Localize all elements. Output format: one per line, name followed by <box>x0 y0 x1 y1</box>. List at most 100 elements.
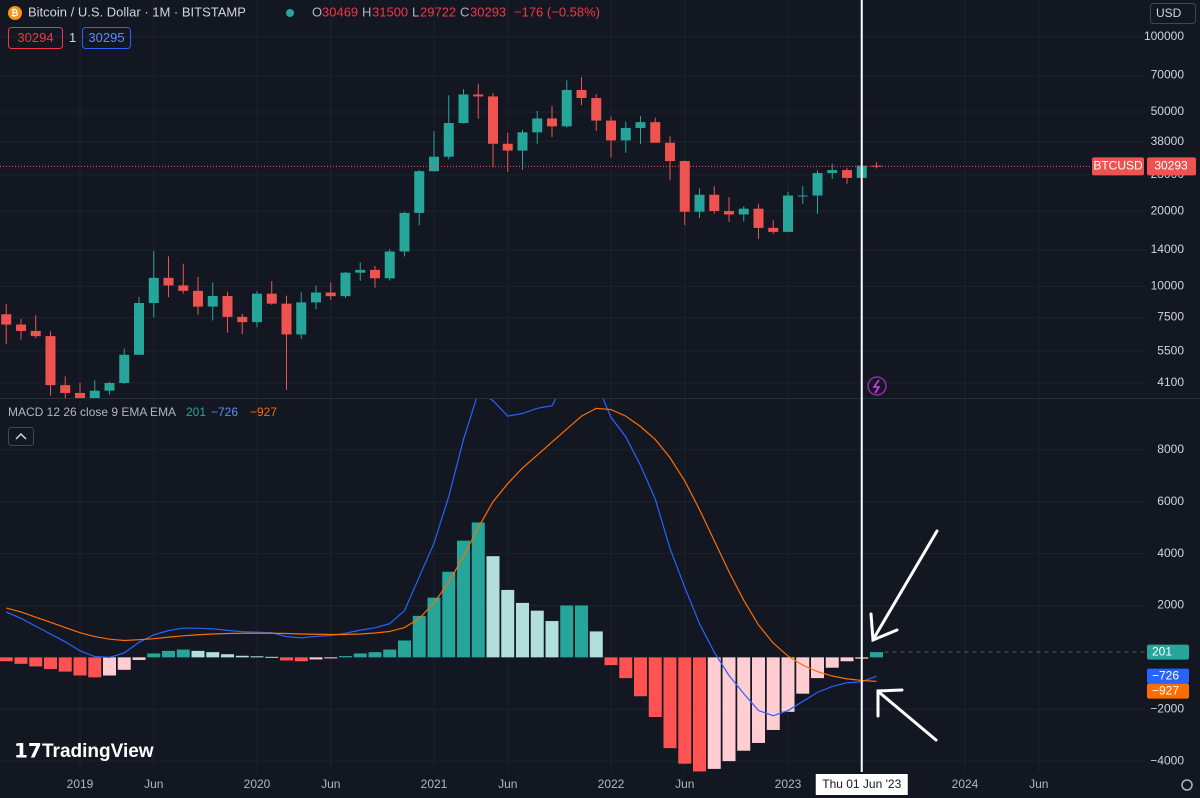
axis-value-tag <box>1147 668 1189 684</box>
change: −176 (−0.58%) <box>514 4 600 19</box>
candle-body <box>340 272 351 297</box>
histogram-bar <box>353 653 367 658</box>
candle-body <box>694 194 705 212</box>
collapse-icon[interactable] <box>15 432 27 440</box>
histogram-bar <box>811 657 824 679</box>
logo: TradingView <box>42 741 154 762</box>
indicator-line <box>6 407 877 682</box>
histogram-bar <box>0 657 13 662</box>
alert-icon[interactable] <box>867 376 887 396</box>
quantity: 1 <box>69 30 76 45</box>
candle-body <box>1 314 12 325</box>
histogram-bar <box>678 657 692 764</box>
candle-body <box>163 277 174 286</box>
histogram-bar <box>103 657 116 676</box>
ohlc-value: 30469 <box>322 4 358 19</box>
x-tick-label: 2021 <box>421 777 448 791</box>
arrow-head <box>869 612 899 643</box>
arrow <box>872 529 939 640</box>
buy-button[interactable] <box>82 27 131 49</box>
candle-body <box>325 292 336 297</box>
candle-body <box>458 94 469 124</box>
histogram-bar <box>722 657 736 762</box>
currency[interactable]: USD <box>1156 6 1182 20</box>
histogram-bar <box>191 650 205 658</box>
x-tick-label: 2019 <box>67 777 94 791</box>
candle-body <box>237 316 248 323</box>
candle-body <box>281 303 292 335</box>
y-tick-label: 4100 <box>1157 375 1184 389</box>
histogram-bar <box>870 652 883 658</box>
y-tick-label: −4000 <box>1150 753 1184 767</box>
axis-value-tag <box>1147 644 1189 660</box>
market-status <box>286 9 294 17</box>
histogram-bar <box>280 657 293 661</box>
axis-value-tag <box>1147 683 1189 699</box>
candle-body <box>488 96 498 144</box>
ohlc-key: C <box>460 4 469 19</box>
sell-price[interactable]: 30294 <box>17 30 53 45</box>
buy-price[interactable]: 30295 <box>88 30 124 45</box>
collapse-button[interactable] <box>8 427 34 446</box>
y-tick-label: 7500 <box>1157 310 1184 324</box>
candle-body <box>679 161 690 212</box>
histogram-bar <box>589 631 603 658</box>
last-price-tag <box>1147 157 1196 176</box>
ohlc-value: 31500 <box>372 4 408 19</box>
candle-body <box>384 251 395 279</box>
alert-glyph[interactable] <box>872 379 881 394</box>
indicator-line <box>6 399 877 717</box>
y-tick-label: 70000 <box>1151 68 1185 82</box>
candle-body <box>797 195 808 197</box>
candle-body <box>30 330 41 337</box>
currency-button[interactable] <box>1150 3 1196 24</box>
candle-body <box>296 302 307 335</box>
histogram-bar <box>324 657 338 659</box>
x-tick-label: Jun <box>1029 777 1048 791</box>
candle-body <box>517 132 528 151</box>
candle-body <box>753 208 764 228</box>
bitcoin-icon <box>8 6 22 20</box>
histogram-bar <box>162 650 175 658</box>
histogram-bar <box>781 657 795 712</box>
settings-icon[interactable] <box>1181 779 1193 791</box>
candle-body <box>650 122 661 143</box>
macd-pane <box>0 399 1145 772</box>
histogram-bar <box>309 657 323 660</box>
histogram-bar <box>250 656 264 658</box>
candle-body <box>75 392 85 398</box>
histogram-bar <box>604 657 618 666</box>
histogram-bar <box>545 621 559 658</box>
candle-body <box>842 170 852 178</box>
histogram-bar <box>766 657 780 730</box>
arrows <box>869 529 939 742</box>
histogram-bar <box>575 605 588 658</box>
histogram-bar <box>457 540 470 658</box>
histogram-bar <box>368 652 382 658</box>
crosshair-label: Thu 01 Jun '23 <box>822 777 901 791</box>
candle-body <box>443 123 454 157</box>
x-tick-label: 2020 <box>244 777 271 791</box>
candle-body <box>222 296 233 317</box>
x-tick-label: Jun <box>321 777 340 791</box>
candle-body <box>635 122 646 128</box>
sell-button[interactable] <box>8 27 63 49</box>
candle-body <box>355 269 366 273</box>
ohlc-key: L <box>412 4 419 19</box>
logo-mark: 𝟭𝟳 <box>14 740 42 762</box>
axis-value-label: −927 <box>1152 683 1179 697</box>
candle-body <box>399 212 410 252</box>
histogram-bar <box>29 657 43 667</box>
histogram-bar <box>516 602 529 658</box>
y-tick-label: 8000 <box>1157 442 1184 456</box>
candle-body <box>665 142 675 162</box>
y-tick-label: 14000 <box>1151 242 1185 256</box>
y-tick-label: 20000 <box>1151 203 1185 217</box>
histogram-bar <box>427 597 441 658</box>
candle-body <box>591 98 602 121</box>
histogram-bar <box>752 657 765 743</box>
y-tick-label: 6000 <box>1157 494 1184 508</box>
histogram-bar <box>471 522 485 658</box>
x-tick-label: 2023 <box>775 777 802 791</box>
